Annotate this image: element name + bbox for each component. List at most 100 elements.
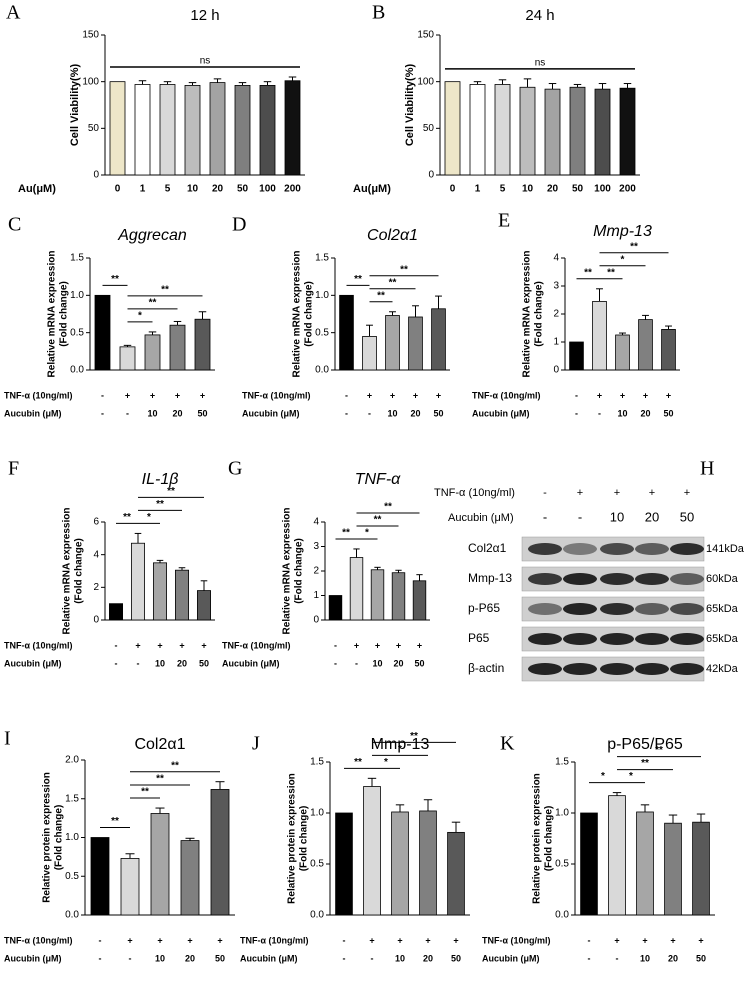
condition-label: TNF-α (10ng/ml) bbox=[242, 390, 311, 400]
y-tick-label: 0.5 bbox=[310, 859, 324, 870]
condition-value: 10 bbox=[640, 953, 650, 963]
y-tick-label: 2.0 bbox=[65, 755, 79, 766]
condition-value: - bbox=[115, 640, 118, 650]
y-tick-label: 0.0 bbox=[70, 365, 84, 376]
condition-value: 10 bbox=[617, 408, 627, 418]
x-tick-label: 100 bbox=[594, 184, 611, 195]
significance-label: ** bbox=[655, 745, 663, 756]
blot-band bbox=[635, 663, 669, 675]
bar bbox=[196, 590, 211, 621]
band-name: p-P65 bbox=[468, 601, 500, 615]
y-tick-label: 0 bbox=[428, 170, 434, 181]
x-tick-label: 200 bbox=[284, 184, 301, 195]
condition-label: Aucubin (μM) bbox=[448, 512, 514, 524]
y-tick-label: 3 bbox=[553, 281, 559, 292]
x-tick-label: 0 bbox=[115, 184, 121, 195]
condition-value: + bbox=[684, 487, 690, 499]
bar bbox=[592, 300, 607, 371]
y-tick-label: 3 bbox=[313, 541, 319, 552]
significance-label: ** bbox=[171, 760, 179, 771]
bar bbox=[447, 831, 465, 916]
bar bbox=[210, 789, 230, 916]
band-size: 65kDa bbox=[706, 633, 739, 645]
x-tick-label: 20 bbox=[547, 184, 559, 195]
condition-label: Aucubin (μM) bbox=[240, 953, 298, 963]
y-tick-label: 2 bbox=[313, 566, 319, 577]
x-tick-label: 5 bbox=[500, 184, 506, 195]
significance-label: ** bbox=[584, 267, 592, 278]
y-tick-label: 4 bbox=[553, 253, 559, 264]
bar bbox=[638, 319, 653, 371]
y-axis-label: Relative mRNA expression bbox=[522, 251, 533, 378]
significance-label: ** bbox=[342, 528, 350, 539]
blot-band bbox=[563, 663, 597, 675]
blot-band bbox=[600, 543, 634, 555]
significance-label: * bbox=[147, 512, 151, 523]
blot-band bbox=[670, 663, 704, 675]
condition-label: TNF-α (10ng/ml) bbox=[4, 935, 73, 945]
significance-label: ** bbox=[400, 264, 408, 275]
y-axis-label: (Fold change) bbox=[54, 805, 65, 871]
blot-band bbox=[670, 633, 704, 645]
condition-value: + bbox=[201, 640, 206, 650]
y-tick-label: 150 bbox=[82, 30, 99, 41]
condition-value: - bbox=[575, 390, 578, 400]
bar bbox=[194, 318, 211, 371]
condition-value: + bbox=[354, 640, 359, 650]
bar bbox=[370, 569, 385, 621]
condition-value: - bbox=[99, 935, 102, 945]
significance-label: ** bbox=[641, 758, 649, 769]
bar bbox=[174, 569, 189, 621]
condition-label: Aucubin (μM) bbox=[4, 658, 62, 668]
bar bbox=[608, 795, 626, 916]
bar bbox=[544, 88, 561, 176]
bar bbox=[363, 786, 381, 916]
chart-title: TNF-α bbox=[355, 471, 401, 488]
condition-label: TNF-α (10ng/ml) bbox=[222, 640, 291, 650]
condition-label: TNF-α (10ng/ml) bbox=[4, 640, 73, 650]
bar bbox=[94, 294, 111, 371]
bar bbox=[120, 858, 140, 916]
y-tick-label: 0 bbox=[553, 365, 559, 376]
condition-value: 10 bbox=[155, 658, 165, 668]
condition-label: Aucubin (μM) bbox=[222, 658, 280, 668]
band-size: 42kDa bbox=[706, 663, 739, 675]
condition-label: TNF-α (10ng/ml) bbox=[482, 935, 551, 945]
condition-value: - bbox=[129, 953, 132, 963]
y-tick-label: 0.0 bbox=[310, 910, 324, 921]
condition-value: + bbox=[620, 390, 625, 400]
x-axis-label: Au(μM) bbox=[18, 183, 56, 195]
x-tick-label: 1 bbox=[475, 184, 481, 195]
bar bbox=[339, 294, 354, 371]
bar bbox=[469, 84, 486, 176]
condition-value: + bbox=[390, 390, 395, 400]
significance-label: * bbox=[398, 744, 402, 755]
bar bbox=[152, 562, 167, 621]
y-tick-label: 0.0 bbox=[65, 910, 79, 921]
bar bbox=[119, 346, 136, 371]
condition-value: - bbox=[334, 658, 337, 668]
y-tick-label: 1.5 bbox=[65, 793, 79, 804]
condition-value: 50 bbox=[433, 408, 443, 418]
bar bbox=[569, 341, 584, 371]
condition-value: 20 bbox=[668, 953, 678, 963]
blot-band bbox=[563, 603, 597, 615]
condition-value: - bbox=[371, 953, 374, 963]
blot-band bbox=[635, 633, 669, 645]
y-axis-label: (Fold change) bbox=[74, 538, 85, 604]
bar bbox=[134, 84, 151, 176]
condition-value: 10 bbox=[372, 658, 382, 668]
significance-label: ** bbox=[156, 499, 164, 510]
significance-label: * bbox=[621, 254, 625, 265]
blot-band bbox=[635, 573, 669, 585]
significance-label: ** bbox=[149, 298, 157, 309]
blot-band bbox=[563, 633, 597, 645]
condition-value: 50 bbox=[215, 953, 225, 963]
y-tick-label: 1.5 bbox=[555, 757, 569, 768]
significance-label: ** bbox=[630, 241, 638, 252]
bar bbox=[184, 85, 201, 176]
significance-label: ** bbox=[377, 290, 385, 301]
condition-value: - bbox=[137, 658, 140, 668]
band-size: 65kDa bbox=[706, 603, 739, 615]
